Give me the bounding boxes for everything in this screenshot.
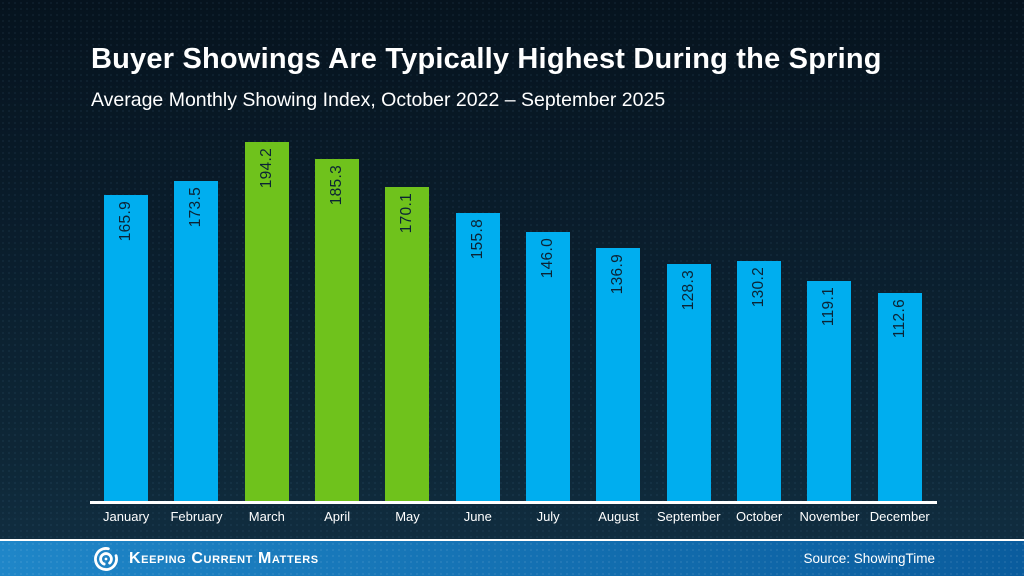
bar-column-may: 170.1 (372, 139, 442, 502)
month-label-december: December (869, 509, 930, 524)
bar-november: 119.1 (807, 281, 852, 502)
month-axis: January February March April May June July Augu… (91, 509, 935, 524)
bar-value-label: 112.6 (890, 299, 908, 339)
month-label-june: June (463, 509, 492, 524)
bar-column-april: 185.3 (302, 139, 372, 502)
bar-september: 128.3 (666, 264, 711, 502)
bar-march: 194.2 (244, 142, 289, 502)
bar-value-label: 155.8 (468, 219, 486, 260)
bar-december: 112.6 (877, 293, 922, 502)
bar-value-label: 170.1 (398, 193, 416, 234)
month-label-february: February (170, 509, 223, 524)
month-label-august: August (598, 509, 639, 524)
chart-title: Buyer Showings Are Typically Highest Dur… (91, 43, 882, 75)
month-label-march: March (248, 509, 285, 524)
bar-april: 185.3 (315, 159, 360, 502)
bar-column-june: 155.8 (443, 139, 513, 502)
month-label-january: January (103, 509, 150, 524)
bar-column-august: 136.9 (583, 139, 653, 502)
bar-october: 130.2 (737, 261, 782, 502)
bar-february: 173.5 (174, 181, 219, 502)
bar-may: 170.1 (385, 187, 430, 502)
month-label-may: May (395, 509, 420, 524)
bar-chart: 165.9 173.5 194.2 185.3 170.1 155.8 146.0 136.9… (91, 139, 935, 502)
bar-column-december: 112.6 (865, 139, 935, 502)
bar-value-label: 146.0 (539, 238, 557, 279)
brand-lockup: Keeping Current Matters (92, 541, 319, 576)
bar-july: 146.0 (526, 232, 571, 502)
brand-name: Keeping Current Matters (129, 549, 319, 567)
bar-value-label: 165.9 (117, 201, 135, 242)
bar-column-november: 119.1 (794, 139, 864, 502)
bar-value-label: 194.2 (257, 148, 275, 189)
bar-value-label: 136.9 (609, 254, 627, 295)
bar-column-october: 130.2 (724, 139, 794, 502)
kcm-swirl-icon (92, 545, 120, 573)
bar-column-march: 194.2 (232, 139, 302, 502)
bar-value-label: 128.3 (679, 270, 697, 311)
bar-column-september: 128.3 (654, 139, 724, 502)
bar-value-label: 119.1 (820, 287, 838, 327)
bar-january: 165.9 (104, 195, 149, 502)
month-label-september: September (656, 509, 721, 524)
month-label-october: October (735, 509, 783, 524)
chart-subtitle: Average Monthly Showing Index, October 2… (91, 89, 666, 111)
bar-june: 155.8 (455, 213, 500, 502)
bar-column-january: 165.9 (91, 139, 161, 502)
bar-column-july: 146.0 (513, 139, 583, 502)
source-credit: Source: ShowingTime (803, 551, 935, 566)
footer-bar: Keeping Current Matters Source: ShowingT… (0, 539, 1024, 576)
bar-column-february: 173.5 (161, 139, 231, 502)
bar-august: 136.9 (596, 248, 641, 502)
month-label-november: November (799, 509, 860, 524)
bar-value-label: 185.3 (328, 165, 346, 206)
month-label-july: July (536, 509, 560, 524)
bar-value-label: 173.5 (187, 187, 205, 228)
bar-value-label: 130.2 (750, 267, 768, 308)
month-label-april: April (324, 509, 351, 524)
x-axis-line (90, 501, 937, 504)
